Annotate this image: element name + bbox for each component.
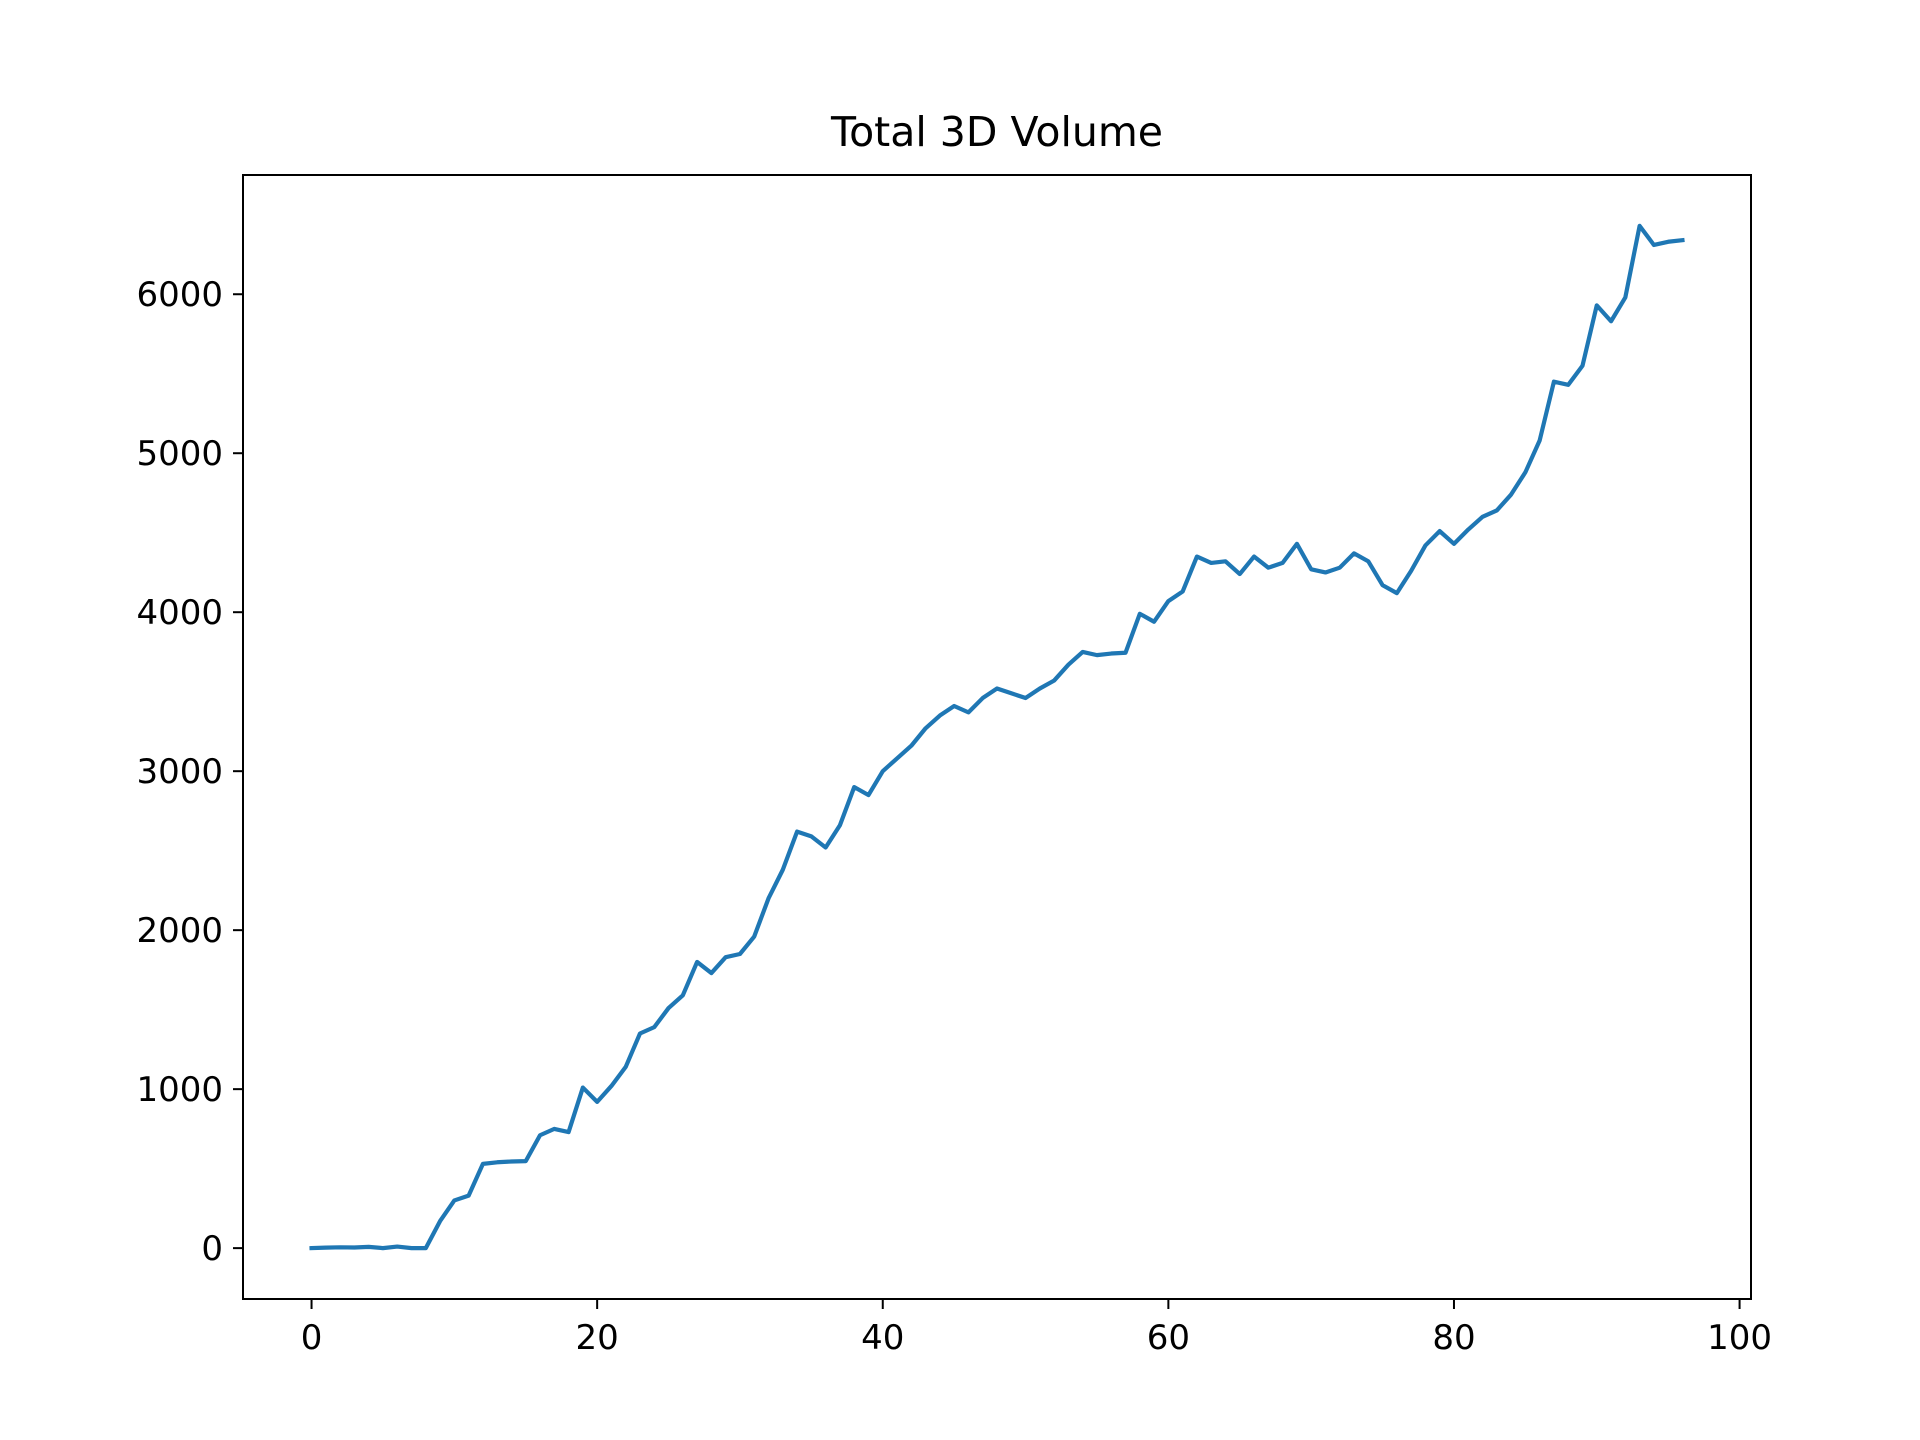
y-tick-label: 6000 (136, 275, 223, 315)
series-line-0 (309, 223, 1685, 1251)
chart-title: Total 3D Volume (830, 108, 1163, 156)
x-tick-label: 100 (1707, 1318, 1772, 1358)
y-tick-label: 2000 (136, 911, 223, 951)
y-axis: 0 1000 2000 3000 4000 5000 6000 (136, 275, 243, 1269)
y-tick-label: 3000 (136, 752, 223, 792)
plot-frame (242, 174, 1752, 1300)
series-layer (309, 223, 1685, 1251)
x-tick-label: 80 (1432, 1318, 1475, 1358)
y-tick-label: 5000 (136, 434, 223, 474)
x-tick-label: 60 (1147, 1318, 1190, 1358)
y-tick-label: 1000 (136, 1070, 223, 1110)
y-tick-label: 4000 (136, 593, 223, 633)
x-axis: 0 20 40 60 80 100 (301, 1299, 1772, 1358)
x-tick-label: 0 (301, 1318, 323, 1358)
y-tick-label: 0 (201, 1229, 223, 1269)
x-tick-label: 40 (861, 1318, 904, 1358)
x-tick-label: 20 (576, 1318, 619, 1358)
